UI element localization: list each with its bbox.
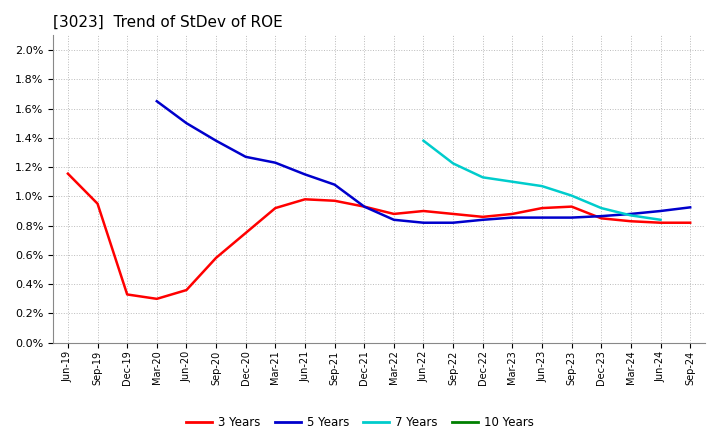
Line: 5 Years: 5 Years	[157, 101, 690, 223]
Text: [3023]  Trend of StDev of ROE: [3023] Trend of StDev of ROE	[53, 15, 283, 30]
5 Years	[656, 209, 665, 214]
7 Years	[626, 213, 635, 218]
3 Years	[419, 209, 428, 214]
5 Years	[212, 138, 220, 143]
3 Years	[390, 211, 398, 216]
7 Years	[449, 161, 457, 166]
3 Years	[93, 201, 102, 206]
7 Years	[597, 205, 606, 211]
7 Years	[508, 179, 517, 184]
7 Years	[567, 193, 576, 198]
5 Years	[301, 172, 310, 177]
3 Years	[63, 171, 72, 176]
7 Years	[419, 138, 428, 143]
5 Years	[508, 215, 517, 220]
5 Years	[182, 121, 191, 126]
3 Years	[271, 205, 279, 211]
5 Years	[330, 182, 339, 187]
3 Years	[330, 198, 339, 203]
7 Years	[656, 217, 665, 223]
5 Years	[419, 220, 428, 225]
5 Years	[597, 213, 606, 219]
3 Years	[479, 214, 487, 220]
5 Years	[449, 220, 457, 225]
5 Years	[479, 217, 487, 223]
3 Years	[182, 287, 191, 293]
3 Years	[449, 211, 457, 216]
3 Years	[153, 296, 161, 301]
Line: 3 Years: 3 Years	[68, 174, 690, 299]
3 Years	[567, 204, 576, 209]
7 Years	[538, 183, 546, 189]
3 Years	[212, 255, 220, 260]
5 Years	[626, 211, 635, 216]
3 Years	[360, 204, 369, 209]
5 Years	[153, 99, 161, 104]
3 Years	[538, 205, 546, 211]
3 Years	[656, 220, 665, 225]
3 Years	[508, 211, 517, 216]
3 Years	[241, 230, 250, 235]
3 Years	[626, 219, 635, 224]
3 Years	[597, 216, 606, 221]
5 Years	[390, 217, 398, 223]
5 Years	[686, 205, 695, 210]
Legend: 3 Years, 5 Years, 7 Years, 10 Years: 3 Years, 5 Years, 7 Years, 10 Years	[181, 412, 539, 434]
3 Years	[686, 220, 695, 225]
3 Years	[301, 197, 310, 202]
5 Years	[538, 215, 546, 220]
3 Years	[123, 292, 132, 297]
5 Years	[567, 215, 576, 220]
7 Years	[479, 175, 487, 180]
5 Years	[271, 160, 279, 165]
5 Years	[241, 154, 250, 159]
5 Years	[360, 204, 369, 209]
Line: 7 Years: 7 Years	[423, 141, 660, 220]
